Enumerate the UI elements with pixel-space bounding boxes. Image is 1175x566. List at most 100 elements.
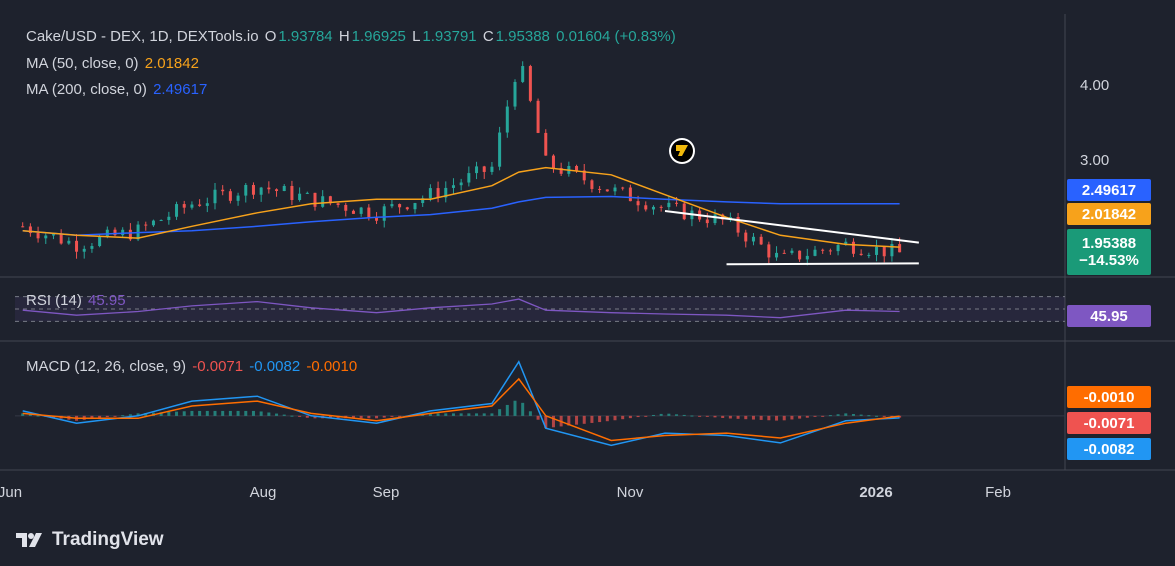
candle-body [651, 206, 655, 210]
macd-histogram-bar [636, 415, 640, 418]
macd-histogram-bar [759, 415, 763, 420]
macd-histogram-bar [698, 415, 702, 417]
candle-body [836, 245, 840, 252]
macd-hist-tag: -0.0071 [1067, 412, 1151, 434]
macd-histogram-bar [551, 415, 555, 428]
close-label: C [482, 28, 494, 45]
candle-body [759, 236, 763, 245]
macd-histogram-bar [813, 415, 817, 417]
candle-body [875, 246, 879, 255]
macd-histogram-bar [290, 415, 294, 417]
macd-histogram-bar [582, 415, 586, 424]
candle-body [867, 254, 871, 256]
candle-body [436, 188, 440, 198]
trendline-0 [664, 209, 919, 244]
macd-histogram-bar [690, 415, 694, 417]
macd-pane [15, 360, 1065, 447]
candle-body [159, 220, 163, 222]
rsi-legend[interactable]: RSI (14) 45.95 [26, 292, 128, 309]
macd-histogram-bar [505, 404, 509, 416]
macd-histogram-bar [236, 410, 240, 416]
candle-body [144, 224, 148, 226]
macd-histogram-bar [267, 412, 271, 416]
macd-histogram-bar [628, 415, 632, 419]
candle-body [344, 204, 348, 211]
macd-hist-value: -0.0071 [192, 358, 244, 375]
macd-histogram-bar [828, 415, 832, 417]
macd-histogram-bar [767, 415, 771, 421]
candle-body [36, 233, 40, 239]
ma200-legend[interactable]: MA (200, close, 0) 2.49617 [26, 81, 209, 98]
candle-body [290, 185, 294, 200]
candle-body [182, 204, 186, 208]
candle-body [582, 170, 586, 181]
candle-body [721, 214, 725, 220]
macd-histogram-bar [428, 413, 432, 416]
candle-body [205, 203, 209, 206]
candle-body [398, 204, 402, 208]
candle-body [898, 244, 902, 253]
candle-body [367, 207, 371, 218]
candle-body [459, 182, 463, 186]
rsi-band [15, 296, 1065, 322]
macd-histogram-bar [105, 415, 109, 418]
candle-body [575, 166, 579, 171]
candle-body [544, 132, 548, 156]
macd-histogram-bar [721, 415, 725, 418]
macd-histogram-bar [728, 415, 732, 419]
macd-histogram-bar [121, 415, 125, 417]
candle-body [113, 229, 117, 236]
macd-histogram-bar [28, 414, 32, 416]
macd-histogram-bar [251, 410, 255, 416]
macd-histogram-bar [328, 415, 332, 419]
macd-histogram-bar [805, 415, 809, 418]
last-price-tag: 1.95388 −14.53% [1067, 229, 1151, 275]
macd-signal-tag: -0.0010 [1067, 386, 1151, 408]
candle-body [428, 188, 432, 199]
tradingview-logo[interactable]: TradingView [16, 529, 164, 551]
macd-histogram-bar [159, 412, 163, 416]
high-label: H [338, 28, 350, 45]
macd-histogram-bar [851, 413, 855, 416]
candle-body [767, 244, 771, 258]
time-tick-sep: Sep [372, 484, 400, 501]
macd-histogram-bar [867, 415, 871, 417]
candle-body [605, 189, 609, 192]
time-tick-2026: 2026 [859, 484, 893, 501]
macd-histogram-bar [836, 414, 840, 416]
macd-line-value: -0.0082 [249, 358, 301, 375]
macd-histogram-bar [575, 415, 579, 425]
macd-histogram-bar [482, 413, 486, 416]
candle-body [675, 202, 679, 204]
candle-body [828, 250, 832, 252]
trendlines [664, 209, 919, 266]
macd-legend[interactable]: MACD (12, 26, close, 9) -0.0071 -0.0082 … [26, 358, 359, 375]
candle-body [375, 217, 379, 221]
ma50-legend[interactable]: MA (50, close, 0) 2.01842 [26, 55, 201, 72]
macd-line [22, 360, 900, 447]
candle-body [221, 189, 225, 192]
candle-body [359, 207, 363, 214]
macd-histogram-bar [228, 410, 232, 416]
candle-body [644, 205, 648, 210]
candle-body [844, 241, 848, 246]
candle-body [275, 189, 279, 191]
time-tick-jun: Jun [0, 484, 23, 501]
rsi-label: RSI (14) [26, 292, 82, 309]
candle-body [82, 248, 86, 252]
ma200-tag: 2.49617 [1067, 179, 1151, 201]
candle-body [28, 226, 32, 234]
macd-histogram-bar [567, 415, 571, 426]
macd-histogram-bar [398, 415, 402, 417]
macd-histogram-bar [782, 415, 786, 421]
price-candles [21, 61, 902, 266]
macd-histogram-bar [444, 413, 448, 416]
candle-body [513, 81, 517, 107]
ma200-value: 2.49617 [153, 81, 208, 98]
open-label: O [264, 28, 277, 45]
ma200-label: MA (200, close, 0) [26, 81, 147, 98]
candle-body [751, 236, 755, 242]
candle-body [305, 192, 309, 194]
candle-body [121, 229, 125, 236]
candle-body [659, 206, 663, 208]
